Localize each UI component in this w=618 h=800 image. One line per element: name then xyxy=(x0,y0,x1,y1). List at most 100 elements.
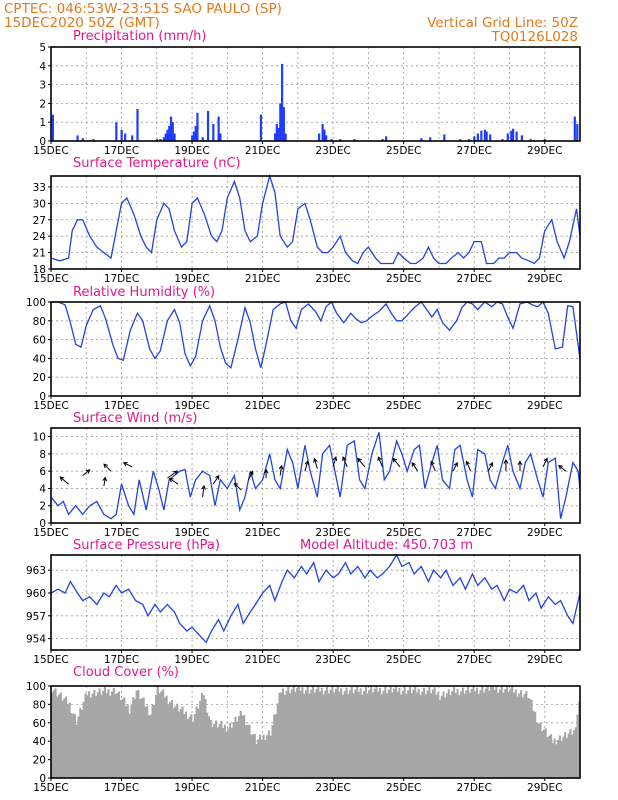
cloud-bar xyxy=(266,735,269,778)
cloud-bar xyxy=(368,689,371,778)
precip-bar xyxy=(168,125,171,141)
cloud-bar xyxy=(576,714,579,778)
precip-bar xyxy=(489,134,492,141)
cloud-bar xyxy=(297,686,300,778)
cloud-bar xyxy=(523,694,526,778)
cloud-bar xyxy=(326,686,329,778)
cloud-bar xyxy=(340,688,343,778)
cloud-bar xyxy=(364,687,367,778)
cloud-bar xyxy=(361,694,364,778)
cloud-bar xyxy=(162,689,165,778)
cloud-bar xyxy=(271,725,274,778)
wind-arrow xyxy=(82,469,91,476)
x-tick-label: 27DEC xyxy=(456,400,491,412)
cloud-bar xyxy=(535,722,538,778)
cloud-bar xyxy=(414,686,417,778)
cloud-bar xyxy=(493,689,496,778)
precip-bar xyxy=(573,116,576,141)
wind-arrow xyxy=(263,468,269,479)
cloud-bar xyxy=(213,723,216,778)
cloud-bar xyxy=(230,727,233,778)
y-tick-label: 0 xyxy=(39,391,46,403)
x-tick-label: 19DEC xyxy=(174,527,209,539)
precip-bar xyxy=(273,133,277,141)
precip-bar xyxy=(459,139,462,141)
cloud-bar xyxy=(158,693,161,778)
y-tick-label: 8 xyxy=(39,449,46,461)
cloud-bar xyxy=(66,704,69,778)
cloud-bar xyxy=(558,735,561,778)
precip-bar xyxy=(318,133,321,141)
panel-title: Cloud Cover (%) xyxy=(73,665,179,680)
x-tick-label: 27DEC xyxy=(456,782,491,794)
cloud-bar xyxy=(520,690,523,778)
cloud-bar xyxy=(557,739,560,778)
y-tick-label: 0 xyxy=(39,518,46,530)
cloud-bar xyxy=(527,697,530,778)
cloud-bar xyxy=(408,686,412,778)
cloud-bar xyxy=(320,687,323,778)
cloud-bar xyxy=(260,739,263,778)
cloud-bar xyxy=(112,688,115,778)
y-tick-label: 40 xyxy=(33,353,46,365)
cloud-bar xyxy=(93,689,96,778)
cloud-bar xyxy=(281,688,285,778)
wind-arrow xyxy=(430,460,436,472)
cloud-bar xyxy=(274,714,278,778)
cloud-bar xyxy=(498,689,501,778)
cloud-bar xyxy=(290,689,293,778)
cloud-bar xyxy=(426,690,429,778)
cloud-bar xyxy=(206,712,209,778)
precip-bar xyxy=(219,133,222,141)
panel-frame xyxy=(50,301,581,397)
wind-arrow xyxy=(122,462,133,468)
cloud-bar xyxy=(96,692,99,778)
cloud-bar xyxy=(123,697,126,778)
cloud-bar xyxy=(250,734,253,778)
cloud-bar xyxy=(255,743,258,778)
cloud-bar xyxy=(229,722,232,778)
cloud-bar xyxy=(398,687,401,778)
cloud-bar xyxy=(329,689,332,778)
y-tick-label: 0 xyxy=(39,136,46,148)
cloud-bar xyxy=(334,688,337,778)
cloud-bar xyxy=(445,693,449,778)
x-tick-label: 17DEC xyxy=(104,654,139,666)
precip-bar xyxy=(543,139,546,141)
cloud-bar xyxy=(234,716,237,778)
y-tick-label: 10 xyxy=(33,432,46,444)
wind-arrow xyxy=(167,470,179,479)
wind-arrow xyxy=(102,476,108,486)
precip-bar xyxy=(196,112,199,141)
cloud-bar xyxy=(370,686,373,778)
cloud-bar xyxy=(311,686,315,778)
cloud-bar xyxy=(424,694,427,778)
cloud-bar xyxy=(565,737,568,778)
cloud-bar xyxy=(567,733,570,778)
precip-bar xyxy=(51,114,54,141)
cloud-bar xyxy=(292,686,295,778)
cloud-bar xyxy=(68,702,71,778)
cloud-bar xyxy=(359,688,362,778)
y-tick-label: 100 xyxy=(26,681,46,693)
cloud-bar xyxy=(431,689,434,778)
wind-arrow xyxy=(357,457,366,468)
precip-bar xyxy=(506,133,509,141)
y-tick-label: 2 xyxy=(39,98,46,110)
cloud-bar xyxy=(110,691,114,778)
cloud-bar xyxy=(442,691,445,778)
precip-bar xyxy=(473,136,476,141)
cloud-bar xyxy=(174,706,177,778)
wind-arrow xyxy=(377,456,383,468)
x-tick-label: 21DEC xyxy=(245,400,280,412)
y-tick-label: 6 xyxy=(39,466,46,478)
cloud-bar xyxy=(400,694,403,778)
cloud-bar xyxy=(218,724,221,778)
cloud-bar xyxy=(572,730,576,778)
precip-bar xyxy=(81,138,84,141)
cloud-bar xyxy=(389,686,392,778)
precip-bar xyxy=(164,133,167,141)
cloud-bar xyxy=(287,687,290,778)
cloud-bar xyxy=(294,691,297,778)
x-tick-label: 15DEC xyxy=(33,145,68,157)
